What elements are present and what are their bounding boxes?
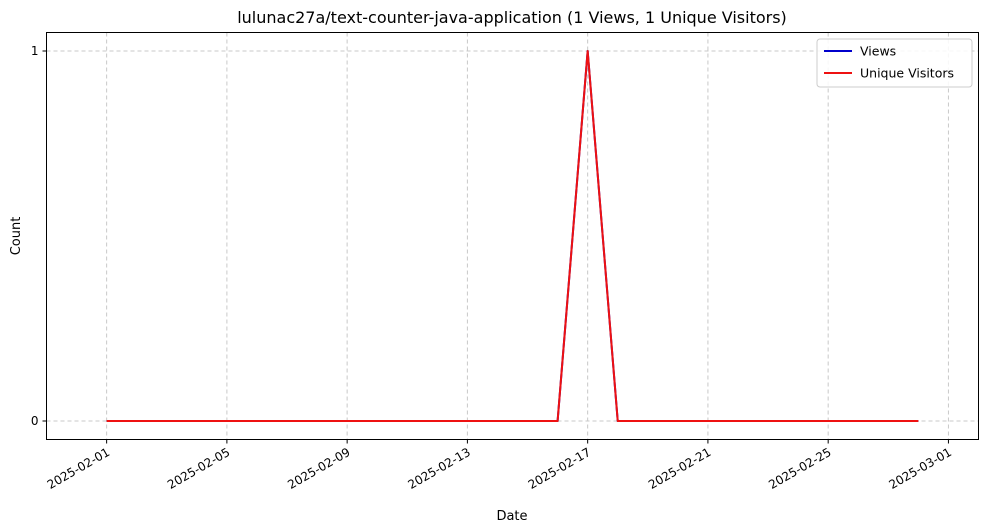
x-axis-label: Date xyxy=(496,509,527,524)
y-tick-label: 0 xyxy=(31,414,39,428)
legend: Views Unique Visitors xyxy=(816,38,973,88)
y-axis-label: Count xyxy=(9,217,24,256)
series-layer xyxy=(106,50,919,422)
chart-title: lulunac27a/text-counter-java-application… xyxy=(237,8,787,27)
legend-label: Views xyxy=(860,44,896,59)
legend-label: Unique Visitors xyxy=(860,66,954,81)
y-tick-label: 1 xyxy=(31,44,39,58)
y-axis-ticks: 01 xyxy=(31,44,47,428)
series-line-unique-visitors xyxy=(106,50,919,422)
plot-frame xyxy=(46,32,979,440)
legend-box xyxy=(816,38,973,88)
